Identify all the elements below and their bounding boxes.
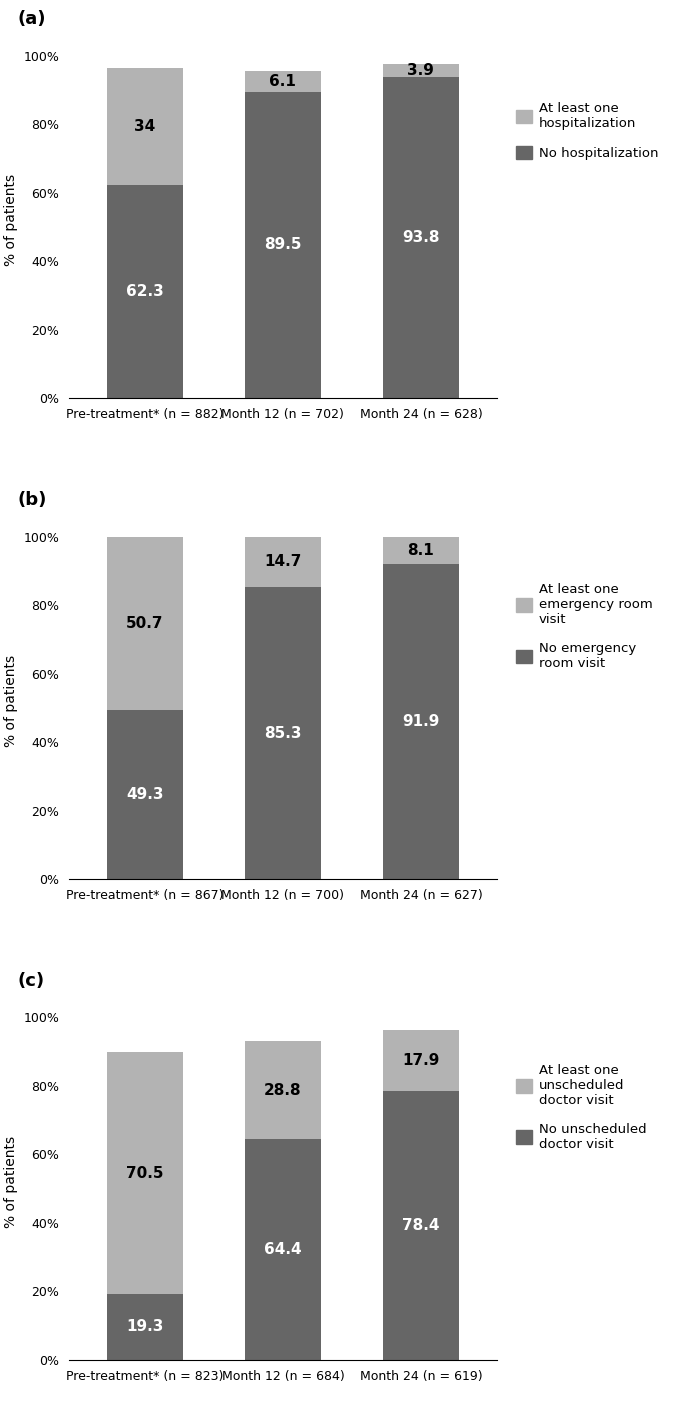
Text: 78.4: 78.4: [402, 1218, 440, 1234]
Text: 34: 34: [135, 119, 155, 135]
Text: 28.8: 28.8: [264, 1082, 302, 1098]
Bar: [383, 565, 459, 879]
Legend: At least one
emergency room
visit, No emergency
room visit: At least one emergency room visit, No em…: [516, 583, 653, 670]
Text: 19.3: 19.3: [126, 1319, 164, 1335]
Bar: [245, 1140, 321, 1360]
Text: 3.9: 3.9: [408, 63, 434, 79]
Bar: [245, 91, 321, 398]
Text: 17.9: 17.9: [402, 1053, 440, 1068]
Bar: [107, 69, 183, 185]
Text: 50.7: 50.7: [126, 615, 164, 631]
Y-axis label: % of patients: % of patients: [4, 1136, 18, 1228]
Text: (c): (c): [18, 972, 45, 990]
Text: 70.5: 70.5: [126, 1165, 164, 1180]
Bar: [245, 1040, 321, 1140]
Bar: [383, 537, 459, 565]
Bar: [107, 711, 183, 879]
Text: 93.8: 93.8: [402, 230, 440, 245]
Text: 89.5: 89.5: [264, 237, 302, 252]
Text: 85.3: 85.3: [264, 725, 302, 740]
Bar: [383, 1091, 459, 1360]
Bar: [107, 185, 183, 398]
Text: 64.4: 64.4: [264, 1242, 302, 1258]
Bar: [107, 1294, 183, 1360]
Bar: [107, 537, 183, 711]
Bar: [245, 537, 321, 587]
Legend: At least one
hospitalization, No hospitalization: At least one hospitalization, No hospita…: [516, 102, 658, 160]
Text: 6.1: 6.1: [270, 74, 296, 88]
Text: 91.9: 91.9: [402, 714, 440, 729]
Y-axis label: % of patients: % of patients: [4, 174, 18, 266]
Text: 14.7: 14.7: [264, 554, 302, 569]
Text: 62.3: 62.3: [126, 285, 164, 299]
Text: (a): (a): [18, 10, 46, 28]
Bar: [383, 77, 459, 398]
Bar: [383, 1030, 459, 1091]
Bar: [107, 1053, 183, 1294]
Y-axis label: % of patients: % of patients: [4, 655, 18, 747]
Bar: [245, 587, 321, 879]
Text: (b): (b): [18, 491, 47, 509]
Bar: [383, 63, 459, 77]
Legend: At least one
unscheduled
doctor visit, No unscheduled
doctor visit: At least one unscheduled doctor visit, N…: [516, 1064, 647, 1151]
Bar: [245, 72, 321, 91]
Text: 49.3: 49.3: [126, 787, 164, 802]
Text: 8.1: 8.1: [408, 543, 434, 558]
